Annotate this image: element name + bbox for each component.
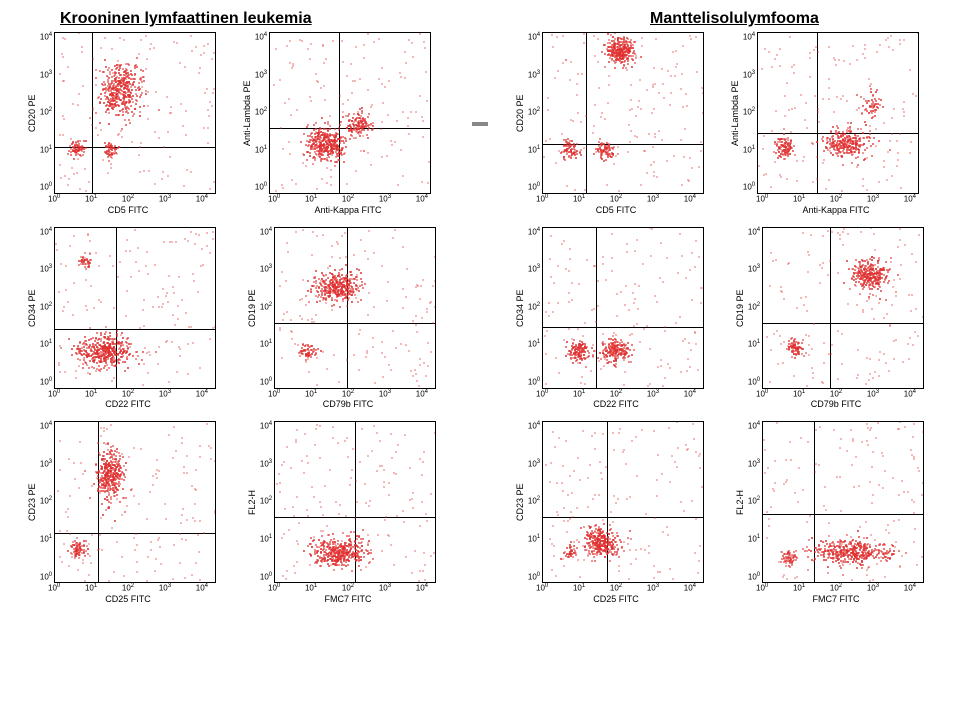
x-axis-ticks: 100101102103104: [756, 389, 916, 399]
quadrant-line-v: [98, 422, 99, 582]
y-axis-label: CD34 PE: [514, 227, 526, 389]
scatter-plot: CD20 PE100101102103104100101102103104CD5…: [20, 32, 232, 215]
scatter-plot: CD23 PE100101102103104100101102103104CD2…: [508, 421, 720, 604]
plot-area: [762, 421, 924, 583]
scatter-plot: Anti-Lambda PE10010110210310410010110210…: [728, 32, 940, 215]
plot-area: [762, 227, 924, 389]
x-axis-ticks: 100101102103104: [756, 194, 916, 204]
scatter-plot: FL2-H100101102103104100101102103104FMC7 …: [728, 421, 940, 604]
quadrant-line-h: [543, 517, 703, 518]
y-axis-label: CD19 PE: [734, 227, 746, 389]
title-left: Krooninen lymfaattinen leukemia: [20, 10, 520, 28]
y-axis-label: CD23 PE: [514, 421, 526, 583]
x-axis-label: Anti-Kappa FITC: [756, 205, 916, 215]
y-axis-label: FL2-H: [734, 421, 746, 583]
x-axis-ticks: 100101102103104: [536, 583, 696, 593]
y-axis-label: Anti-Lambda PE: [241, 32, 253, 194]
x-axis-ticks: 100101102103104: [48, 583, 208, 593]
quadrant-line-h: [763, 514, 923, 515]
y-axis-ticks: 100101102103104: [38, 227, 54, 387]
y-axis-ticks: 100101102103104: [746, 227, 762, 387]
scatter-plot: CD23 PE100101102103104100101102103104CD2…: [20, 421, 232, 604]
plot-area: [757, 32, 919, 194]
quadrant-line-v: [339, 33, 340, 193]
plot-area: [54, 32, 216, 194]
plot-grid: CD20 PE100101102103104100101102103104CD5…: [20, 32, 940, 604]
quadrant-line-h: [55, 329, 215, 330]
title-right: Manttelisolulymfooma: [520, 10, 960, 28]
plot-area: [542, 227, 704, 389]
y-axis-label: CD34 PE: [26, 227, 38, 389]
x-axis-label: CD79b FITC: [268, 399, 428, 409]
x-axis-ticks: 100101102103104: [48, 194, 208, 204]
plot-area: [274, 227, 436, 389]
y-axis-label: CD20 PE: [514, 32, 526, 194]
y-axis-label: CD20 PE: [26, 32, 38, 194]
y-axis-ticks: 100101102103104: [526, 227, 542, 387]
x-axis-label: CD5 FITC: [48, 205, 208, 215]
x-axis-label: CD22 FITC: [48, 399, 208, 409]
separator-column: [460, 32, 500, 604]
quadrant-line-v: [607, 422, 608, 582]
scatter-plot: CD34 PE100101102103104100101102103104CD2…: [508, 227, 720, 410]
x-axis-ticks: 100101102103104: [268, 389, 428, 399]
y-axis-ticks: 100101102103104: [38, 32, 54, 192]
x-axis-label: CD5 FITC: [536, 205, 696, 215]
y-axis-ticks: 100101102103104: [258, 227, 274, 387]
plot-area: [269, 32, 431, 194]
x-axis-label: CD25 FITC: [48, 594, 208, 604]
plot-area: [542, 421, 704, 583]
plot-area: [54, 227, 216, 389]
plot-area: [54, 421, 216, 583]
scatter-plot: CD19 PE100101102103104100101102103104CD7…: [728, 227, 940, 410]
x-axis-label: CD22 FITC: [536, 399, 696, 409]
x-axis-label: CD79b FITC: [756, 399, 916, 409]
x-axis-ticks: 100101102103104: [48, 389, 208, 399]
x-axis-ticks: 100101102103104: [536, 194, 696, 204]
x-axis-label: Anti-Kappa FITC: [268, 205, 428, 215]
y-axis-ticks: 100101102103104: [38, 421, 54, 581]
y-axis-ticks: 100101102103104: [526, 32, 542, 192]
x-axis-ticks: 100101102103104: [268, 583, 428, 593]
scatter-plot: CD19 PE100101102103104100101102103104CD7…: [240, 227, 452, 410]
titles-row: Krooninen lymfaattinen leukemia Mantteli…: [20, 10, 940, 28]
quadrant-line-h: [763, 323, 923, 324]
quadrant-line-v: [586, 33, 587, 193]
y-axis-label: Anti-Lambda PE: [729, 32, 741, 194]
plot-area: [274, 421, 436, 583]
y-axis-label: CD23 PE: [26, 421, 38, 583]
scatter-plot: Anti-Lambda PE10010110210310410010110210…: [240, 32, 452, 215]
y-axis-ticks: 100101102103104: [746, 421, 762, 581]
x-axis-ticks: 100101102103104: [756, 583, 916, 593]
x-axis-label: CD25 FITC: [536, 594, 696, 604]
separator-mark: [472, 122, 488, 126]
y-axis-label: FL2-H: [246, 421, 258, 583]
y-axis-ticks: 100101102103104: [741, 32, 757, 192]
quadrant-line-v: [347, 228, 348, 388]
quadrant-line-v: [596, 228, 597, 388]
quadrant-line-v: [830, 228, 831, 388]
y-axis-ticks: 100101102103104: [526, 421, 542, 581]
quadrant-line-h: [275, 323, 435, 324]
x-axis-ticks: 100101102103104: [268, 194, 428, 204]
plot-area: [542, 32, 704, 194]
quadrant-line-v: [92, 33, 93, 193]
scatter-plot: FL2-H100101102103104100101102103104FMC7 …: [240, 421, 452, 604]
x-axis-label: FMC7 FITC: [268, 594, 428, 604]
x-axis-label: FMC7 FITC: [756, 594, 916, 604]
y-axis-ticks: 100101102103104: [258, 421, 274, 581]
x-axis-ticks: 100101102103104: [536, 389, 696, 399]
scatter-plot: CD34 PE100101102103104100101102103104CD2…: [20, 227, 232, 410]
y-axis-ticks: 100101102103104: [253, 32, 269, 192]
scatter-plot: CD20 PE100101102103104100101102103104CD5…: [508, 32, 720, 215]
y-axis-label: CD19 PE: [246, 227, 258, 389]
